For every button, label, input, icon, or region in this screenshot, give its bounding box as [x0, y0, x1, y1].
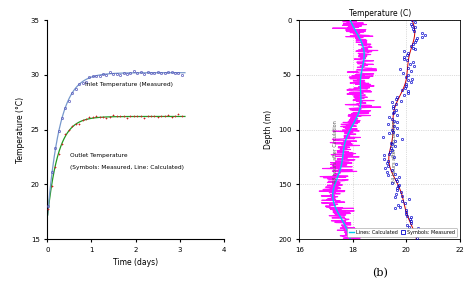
Text: Outlet Temperature: Outlet Temperature: [70, 153, 128, 158]
Legend: Lines: Calculated, Symbols: Measured: Lines: Calculated, Symbols: Measured: [346, 228, 457, 237]
Y-axis label: Depth (m): Depth (m): [264, 110, 273, 149]
X-axis label: Time (days): Time (days): [113, 258, 158, 267]
Title: Temperature (C): Temperature (C): [348, 9, 411, 18]
Y-axis label: Temperature (°C): Temperature (°C): [16, 96, 25, 163]
Text: 48 hours after Circulation: 48 hours after Circulation: [333, 120, 338, 183]
Text: (b): (b): [372, 268, 388, 278]
Text: Inlet Temperature (Measured): Inlet Temperature (Measured): [85, 82, 173, 87]
Text: 24 hours after Circulation: 24 hours after Circulation: [392, 120, 397, 183]
Text: (Symbols: Measured, Line: Calculated): (Symbols: Measured, Line: Calculated): [70, 165, 184, 170]
